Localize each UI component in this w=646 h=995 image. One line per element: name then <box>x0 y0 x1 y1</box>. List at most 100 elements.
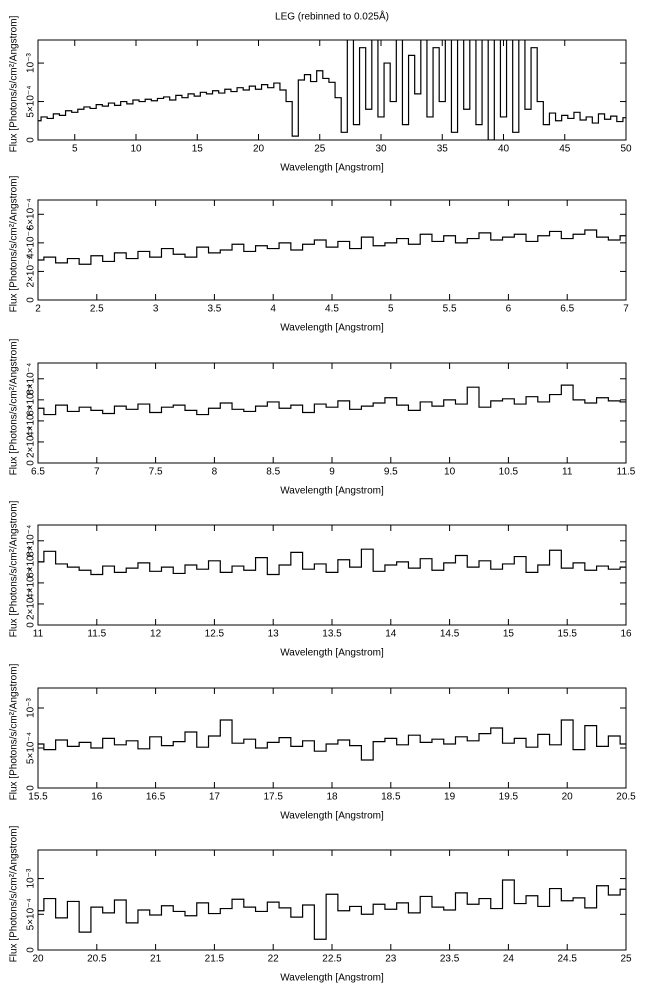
y-tick-label: 5×10⁻⁴ <box>26 898 37 930</box>
y-axis-label: Flux [Photons/s/cm²/Angstrom] <box>9 15 20 152</box>
x-tick-label: 11.5 <box>617 467 636 478</box>
plot-frame <box>37 524 627 626</box>
y-tick-label: 2×10⁻⁴ <box>26 426 37 458</box>
spectrum-line <box>38 384 626 416</box>
x-tick-label: 5 <box>72 144 78 155</box>
x-tick-label: 6.5 <box>31 467 45 478</box>
x-tick-label: 11 <box>562 467 573 478</box>
x-tick-label: 15.5 <box>28 792 48 803</box>
x-tick-label: 12.5 <box>205 629 225 640</box>
x-tick-label: 20 <box>562 792 574 803</box>
y-tick-label: 2×10⁻⁴ <box>26 588 37 620</box>
y-tick-label: 0 <box>26 947 37 953</box>
x-tick-label: 18 <box>326 792 338 803</box>
x-tick-label: 19.5 <box>499 792 519 803</box>
spectrum-line <box>38 40 626 140</box>
x-tick-label: 6.5 <box>560 304 574 315</box>
x-tick-label: 24 <box>503 954 515 965</box>
y-tick-label: 6×10⁻⁴ <box>26 546 37 578</box>
x-tick-label: 7.5 <box>149 467 163 478</box>
x-tick-label: 6 <box>506 304 512 315</box>
x-tick-label: 45 <box>559 144 571 155</box>
x-tick-label: 14 <box>385 629 397 640</box>
y-tick-label: 0 <box>26 297 37 303</box>
y-tick-label: 10⁻³ <box>26 697 37 717</box>
x-tick-label: 23.5 <box>440 954 460 965</box>
plot-frame <box>37 362 627 464</box>
x-tick-label: 11 <box>33 629 44 640</box>
y-tick-label: 8×10⁻⁴ <box>26 363 37 395</box>
x-tick-label: 4.5 <box>325 304 339 315</box>
x-tick-label: 9.5 <box>384 467 398 478</box>
x-tick-label: 25 <box>314 144 326 155</box>
x-tick-label: 3 <box>153 304 159 315</box>
x-tick-label: 10.5 <box>499 467 519 478</box>
x-tick-label: 3.5 <box>207 304 221 315</box>
x-tick-label: 20.5 <box>616 792 636 803</box>
x-tick-label: 15 <box>503 629 515 640</box>
x-tick-label: 14.5 <box>440 629 460 640</box>
y-tick-label: 4×10⁻⁴ <box>26 405 37 437</box>
x-tick-label: 13.5 <box>322 629 342 640</box>
y-tick-label: 6×10⁻⁴ <box>26 198 37 230</box>
y-tick-label: 0 <box>26 785 37 791</box>
x-tick-label: 17 <box>209 792 221 803</box>
spectrum-line <box>38 719 626 761</box>
y-tick-label: 0 <box>26 622 37 628</box>
x-tick-label: 17.5 <box>263 792 283 803</box>
y-tick-label: 5×10⁻⁴ <box>26 732 37 764</box>
plot-area <box>38 229 626 265</box>
x-tick-label: 8 <box>212 467 218 478</box>
x-tick-label: 5 <box>388 304 394 315</box>
x-axis-label: Wavelength [Angstrom] <box>280 486 384 497</box>
x-tick-label: 4 <box>270 304 276 315</box>
y-tick-label: 4×10⁻⁴ <box>26 567 37 599</box>
y-tick-label: 10⁻³ <box>26 53 37 73</box>
y-axis-label: Flux [Photons/s/cm²/Angstrom] <box>9 175 20 312</box>
x-tick-label: 40 <box>498 144 510 155</box>
x-tick-label: 22.5 <box>322 954 342 965</box>
x-tick-label: 7 <box>94 467 100 478</box>
x-axis-label: Wavelength [Angstrom] <box>280 323 384 334</box>
x-axis-label: Wavelength [Angstrom] <box>280 648 384 659</box>
x-tick-label: 30 <box>375 144 387 155</box>
y-tick-label: 8×10⁻⁴ <box>26 525 37 557</box>
plot-area <box>38 879 626 940</box>
x-tick-label: 5.5 <box>443 304 457 315</box>
x-tick-label: 22 <box>268 954 280 965</box>
x-tick-label: 2.5 <box>90 304 104 315</box>
y-axis-label: Flux [Photons/s/cm²/Angstrom] <box>9 500 20 637</box>
x-tick-label: 50 <box>620 144 632 155</box>
x-tick-label: 10 <box>444 467 456 478</box>
spectrum-line <box>38 229 626 265</box>
x-tick-label: 19 <box>444 792 456 803</box>
y-tick-label: 4×10⁻⁴ <box>26 227 37 259</box>
plot-frame <box>37 39 627 141</box>
x-tick-label: 9 <box>329 467 335 478</box>
x-tick-label: 20 <box>253 144 265 155</box>
x-axis-label: Wavelength [Angstrom] <box>280 811 384 822</box>
x-tick-label: 7 <box>623 304 629 315</box>
x-tick-label: 11.5 <box>87 629 106 640</box>
x-tick-label: 21 <box>150 954 162 965</box>
x-tick-label: 25 <box>620 954 632 965</box>
plot-area <box>38 384 626 416</box>
y-tick-label: 5×10⁻⁴ <box>26 85 37 117</box>
spectrum-line <box>38 879 626 940</box>
x-tick-label: 15 <box>192 144 204 155</box>
x-tick-label: 16 <box>91 792 103 803</box>
x-tick-label: 24.5 <box>557 954 577 965</box>
x-tick-label: 20 <box>32 954 44 965</box>
y-axis-label: Flux [Photons/s/cm²/Angstrom] <box>9 825 20 962</box>
y-tick-label: 10⁻³ <box>26 868 37 888</box>
y-tick-label: 6×10⁻⁴ <box>26 384 37 416</box>
y-axis-label: Flux [Photons/s/cm²/Angstrom] <box>9 338 20 475</box>
y-tick-label: 0 <box>26 137 37 143</box>
x-tick-label: 20.5 <box>87 954 107 965</box>
plot-area <box>38 40 626 140</box>
y-axis-label: Flux [Photons/s/cm²/Angstrom] <box>9 663 20 800</box>
x-tick-label: 15.5 <box>557 629 577 640</box>
plot-area <box>38 548 626 576</box>
x-tick-label: 35 <box>437 144 449 155</box>
x-tick-label: 13 <box>268 629 280 640</box>
